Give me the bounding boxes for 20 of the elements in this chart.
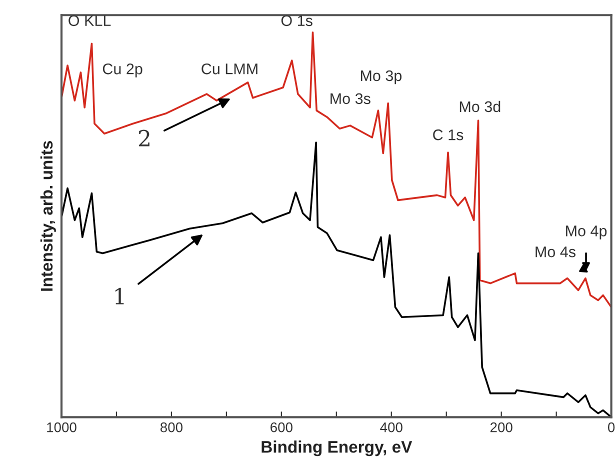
annotation: 2 bbox=[138, 130, 150, 146]
annotation: Cu LMM bbox=[202, 64, 258, 74]
annotation: Mo 3d bbox=[460, 100, 500, 112]
annotation: Mo 4p bbox=[566, 226, 607, 240]
annotation: Mo 4s bbox=[536, 246, 576, 258]
annotation: C 1s bbox=[433, 129, 464, 140]
x-tick-label: 600 bbox=[270, 422, 292, 432]
text: O KLL bbox=[68, 15, 111, 26]
annotation: Mo 3s bbox=[330, 93, 370, 104]
x-tick-label: 400 bbox=[380, 422, 402, 432]
annotation: Mo 3p bbox=[360, 70, 402, 84]
y-axis-title: Intensity, arb. units bbox=[40, 141, 56, 291]
x-tick-label: 200 bbox=[490, 422, 512, 432]
annotation: Cu 2p bbox=[102, 64, 142, 78]
x-tick-label: 800 bbox=[160, 422, 183, 432]
x-tick-label: 0 bbox=[608, 422, 615, 432]
annotation: 1 bbox=[115, 288, 124, 304]
x-tick-label: 1000 bbox=[47, 422, 76, 432]
x-axis-title: Binding Energy, eV bbox=[262, 440, 412, 456]
text: O 1s bbox=[281, 15, 312, 26]
